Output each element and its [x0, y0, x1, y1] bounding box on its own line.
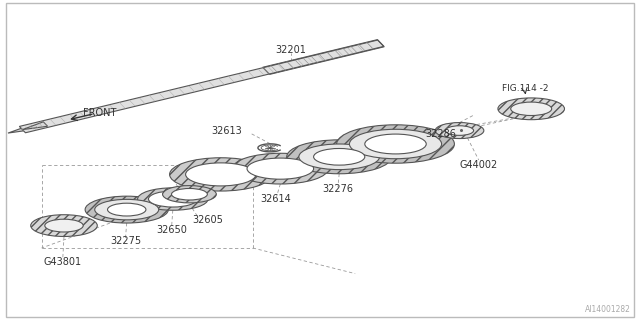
Ellipse shape [186, 163, 256, 186]
Text: 32286: 32286 [426, 129, 456, 139]
Text: 32201: 32201 [276, 44, 307, 55]
Ellipse shape [445, 126, 474, 135]
Ellipse shape [31, 215, 97, 236]
Ellipse shape [435, 123, 484, 139]
Ellipse shape [148, 191, 197, 207]
FancyBboxPatch shape [6, 3, 634, 317]
Ellipse shape [232, 153, 328, 184]
Text: 32650: 32650 [156, 225, 187, 236]
Ellipse shape [511, 102, 552, 116]
Ellipse shape [314, 148, 365, 165]
Ellipse shape [170, 158, 272, 191]
Text: 32613: 32613 [211, 126, 242, 136]
Text: 32614: 32614 [260, 194, 291, 204]
Text: 32275: 32275 [110, 236, 141, 246]
Text: FIG.114 -2: FIG.114 -2 [502, 84, 548, 92]
Ellipse shape [365, 134, 426, 154]
Polygon shape [8, 128, 24, 133]
Ellipse shape [95, 199, 159, 220]
Ellipse shape [349, 129, 442, 159]
Polygon shape [19, 40, 384, 133]
Ellipse shape [498, 98, 564, 120]
Text: AI14001282: AI14001282 [584, 305, 630, 314]
Ellipse shape [287, 140, 392, 174]
Ellipse shape [172, 188, 207, 200]
Ellipse shape [337, 125, 454, 163]
Ellipse shape [163, 186, 216, 203]
Text: G43801: G43801 [44, 257, 82, 267]
Text: G44002: G44002 [460, 160, 498, 170]
Text: 32276: 32276 [323, 184, 353, 195]
Ellipse shape [299, 144, 380, 170]
Text: 32605: 32605 [192, 215, 223, 225]
Ellipse shape [138, 188, 208, 210]
Text: FRONT: FRONT [83, 108, 116, 118]
Ellipse shape [247, 158, 314, 179]
Ellipse shape [85, 196, 168, 223]
Ellipse shape [108, 203, 146, 216]
Polygon shape [22, 122, 47, 130]
Ellipse shape [45, 219, 83, 232]
